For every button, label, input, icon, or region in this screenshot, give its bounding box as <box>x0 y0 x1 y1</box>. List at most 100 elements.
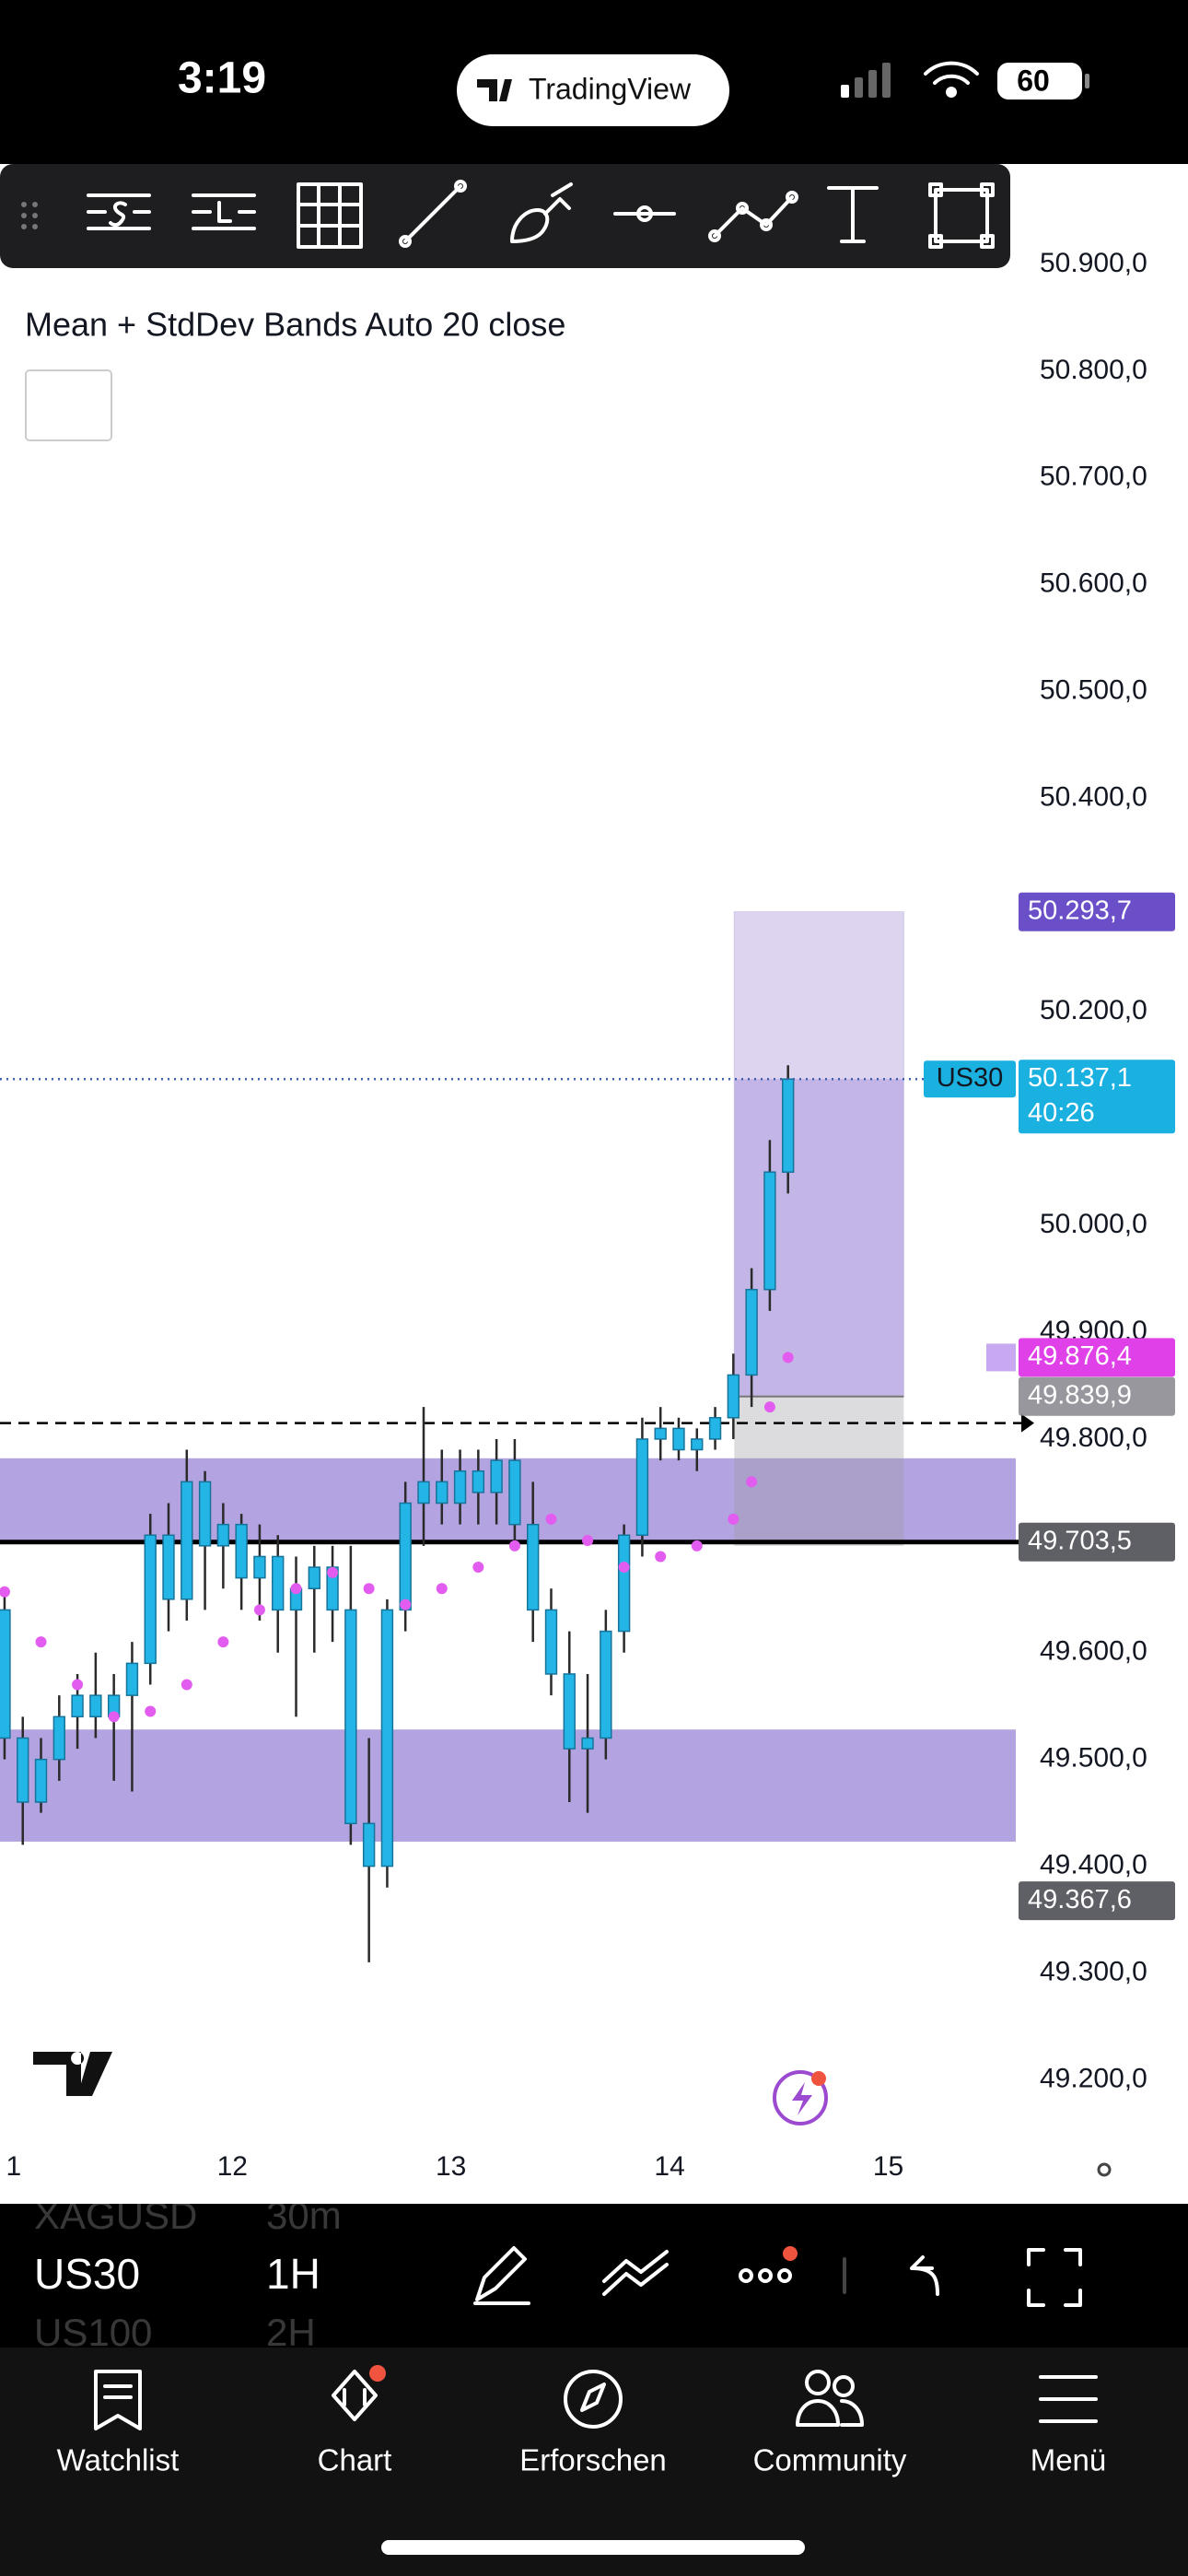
price-label: 49.703,5 <box>1028 1526 1132 1555</box>
notif-dot <box>811 2071 826 2086</box>
mean-dot <box>35 1636 47 1648</box>
mean-dot <box>72 1679 84 1691</box>
lightning-button[interactable] <box>773 2070 828 2125</box>
mean-dot <box>582 1535 594 1547</box>
candle-body <box>0 1609 11 1739</box>
ghost-symbol: XAGUSD <box>34 2194 197 2237</box>
x-tick-label: 1 <box>6 2151 21 2182</box>
candle-body <box>125 1662 139 1696</box>
candle-body <box>181 1481 193 1600</box>
candle-body <box>708 1417 722 1440</box>
candle-body <box>144 1534 157 1665</box>
mean-dot <box>763 1401 775 1413</box>
tabs: Watchlist Chart Erforschen Community Menü <box>57 2443 1107 2477</box>
tool-icons[interactable] <box>87 180 995 249</box>
tab-label[interactable]: Menü <box>1031 2443 1107 2477</box>
settings-center <box>1097 2162 1112 2177</box>
mean-dot <box>400 1598 412 1610</box>
notif-dot <box>783 2246 798 2261</box>
candle-body <box>344 1609 357 1824</box>
settings-button[interactable] <box>1086 2149 1123 2190</box>
battery <box>997 63 1082 100</box>
mean-dot <box>728 1513 740 1525</box>
price-label-box <box>1019 1338 1175 1377</box>
app-name: TradingView <box>529 72 692 105</box>
position-stop <box>734 1396 904 1546</box>
position-progress <box>734 1079 904 1397</box>
price-label-box <box>1019 1060 1175 1134</box>
candle-body <box>581 1737 594 1750</box>
candle-body <box>763 1171 776 1291</box>
y-tick-label: 49.800,0 <box>1040 1423 1147 1453</box>
y-tick-label: 49.500,0 <box>1040 1743 1147 1774</box>
tab-label[interactable]: Watchlist <box>57 2443 180 2477</box>
symbol[interactable]: US30 <box>34 2250 140 2298</box>
tab-bar <box>0 2348 1188 2576</box>
candle-body <box>490 1459 503 1493</box>
candle-body <box>654 1427 667 1440</box>
candle-body <box>727 1374 740 1419</box>
candle-body <box>198 1481 212 1547</box>
mean-dot <box>472 1562 484 1574</box>
tab-label[interactable]: Chart <box>318 2443 392 2477</box>
mean-dot <box>217 1636 229 1648</box>
bar-icons[interactable] <box>473 2246 1082 2307</box>
tv-logo <box>477 79 512 101</box>
mean-dot <box>181 1679 192 1691</box>
price-label: 50.137,1 <box>1028 1063 1132 1093</box>
candle-body <box>399 1502 412 1611</box>
symbol-tag: US30 <box>937 1063 1004 1093</box>
mean-dot <box>327 1566 339 1578</box>
notif-dot <box>369 2365 386 2382</box>
wifi <box>924 61 979 85</box>
mean-marker <box>986 1343 1016 1372</box>
battery-level: 60 <box>1017 64 1050 97</box>
candle-body <box>691 1438 704 1451</box>
candle-body <box>34 1758 48 1803</box>
candle-body <box>617 1534 631 1633</box>
mean-dot <box>508 1540 520 1551</box>
candle-body <box>162 1534 175 1600</box>
x-tick-label: 14 <box>654 2151 684 2182</box>
mean-dot <box>655 1551 667 1563</box>
collapse-button[interactable] <box>25 369 112 441</box>
x-tick-label: 12 <box>217 2151 248 2182</box>
ghost-symbol: US100 <box>34 2311 152 2354</box>
candle-body <box>508 1459 521 1526</box>
zone <box>0 1729 1016 1842</box>
app-pill[interactable] <box>457 54 729 126</box>
mean-dot <box>290 1583 302 1595</box>
candle-body <box>436 1481 448 1505</box>
candle-body <box>453 1469 467 1505</box>
interval[interactable]: 1H <box>266 2250 320 2298</box>
wifi-dot <box>946 87 957 98</box>
mean-dot <box>746 1476 758 1488</box>
tab-icons <box>94 2370 1098 2430</box>
candle-body <box>380 1609 394 1868</box>
mean-dot <box>782 1352 794 1364</box>
y-tick-label: 50.600,0 <box>1040 568 1147 599</box>
price-label-box <box>1019 1376 1175 1416</box>
candle-body <box>563 1673 576 1750</box>
y-tick-label: 50.800,0 <box>1040 355 1147 385</box>
candle-body <box>235 1523 248 1579</box>
tv-watermark <box>33 2052 112 2096</box>
price-label: 49.367,6 <box>1028 1885 1132 1914</box>
candle-body <box>308 1566 320 1589</box>
candle-body <box>272 1555 285 1611</box>
y-tick-label: 49.400,0 <box>1040 1850 1147 1880</box>
tab-label[interactable]: Community <box>753 2443 907 2477</box>
price-label-box <box>1019 1881 1175 1921</box>
candle-body <box>527 1523 540 1611</box>
clock: 3:19 <box>178 54 266 103</box>
mean-dot <box>145 1705 157 1717</box>
y-tick-label: 50.400,0 <box>1040 781 1147 812</box>
battery-tip <box>1085 74 1089 88</box>
candle-body <box>600 1630 612 1739</box>
candle-body <box>71 1694 84 1718</box>
price-label-box <box>1019 892 1175 931</box>
tab-label[interactable]: Erforschen <box>519 2443 667 2477</box>
candle-body <box>216 1523 230 1547</box>
y-tick-label: 50.200,0 <box>1040 995 1147 1025</box>
